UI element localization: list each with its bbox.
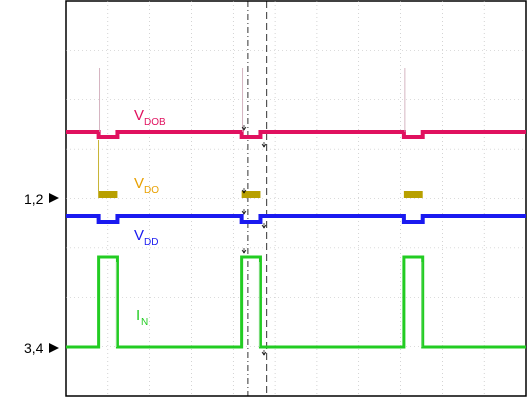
channel-marker-3-4-arrow (49, 343, 59, 353)
series-label-vdo-main: V (134, 175, 144, 192)
series-label-vdd-main: V (134, 227, 144, 244)
series-label-vdob-sub: DOB (144, 117, 166, 128)
series-label-vdob-main: V (134, 107, 144, 124)
series-label-vdo-sub: DO (144, 185, 159, 196)
channel-marker-1-2: 1,2 (24, 191, 59, 207)
series-label-vdd-sub: DD (144, 237, 158, 248)
trace-vdo-pulse (99, 191, 118, 198)
trace-vdo-pulse (404, 191, 423, 198)
channel-marker-3-4: 3,4 (24, 340, 59, 356)
channel-marker-1-2-arrow (49, 193, 59, 203)
channel-marker-1-2-label: 1,2 (24, 191, 44, 207)
channel-marker-3-4-label: 3,4 (24, 340, 44, 356)
series-label-in-main: I (136, 307, 140, 324)
series-label-in-sub: N (141, 317, 148, 328)
